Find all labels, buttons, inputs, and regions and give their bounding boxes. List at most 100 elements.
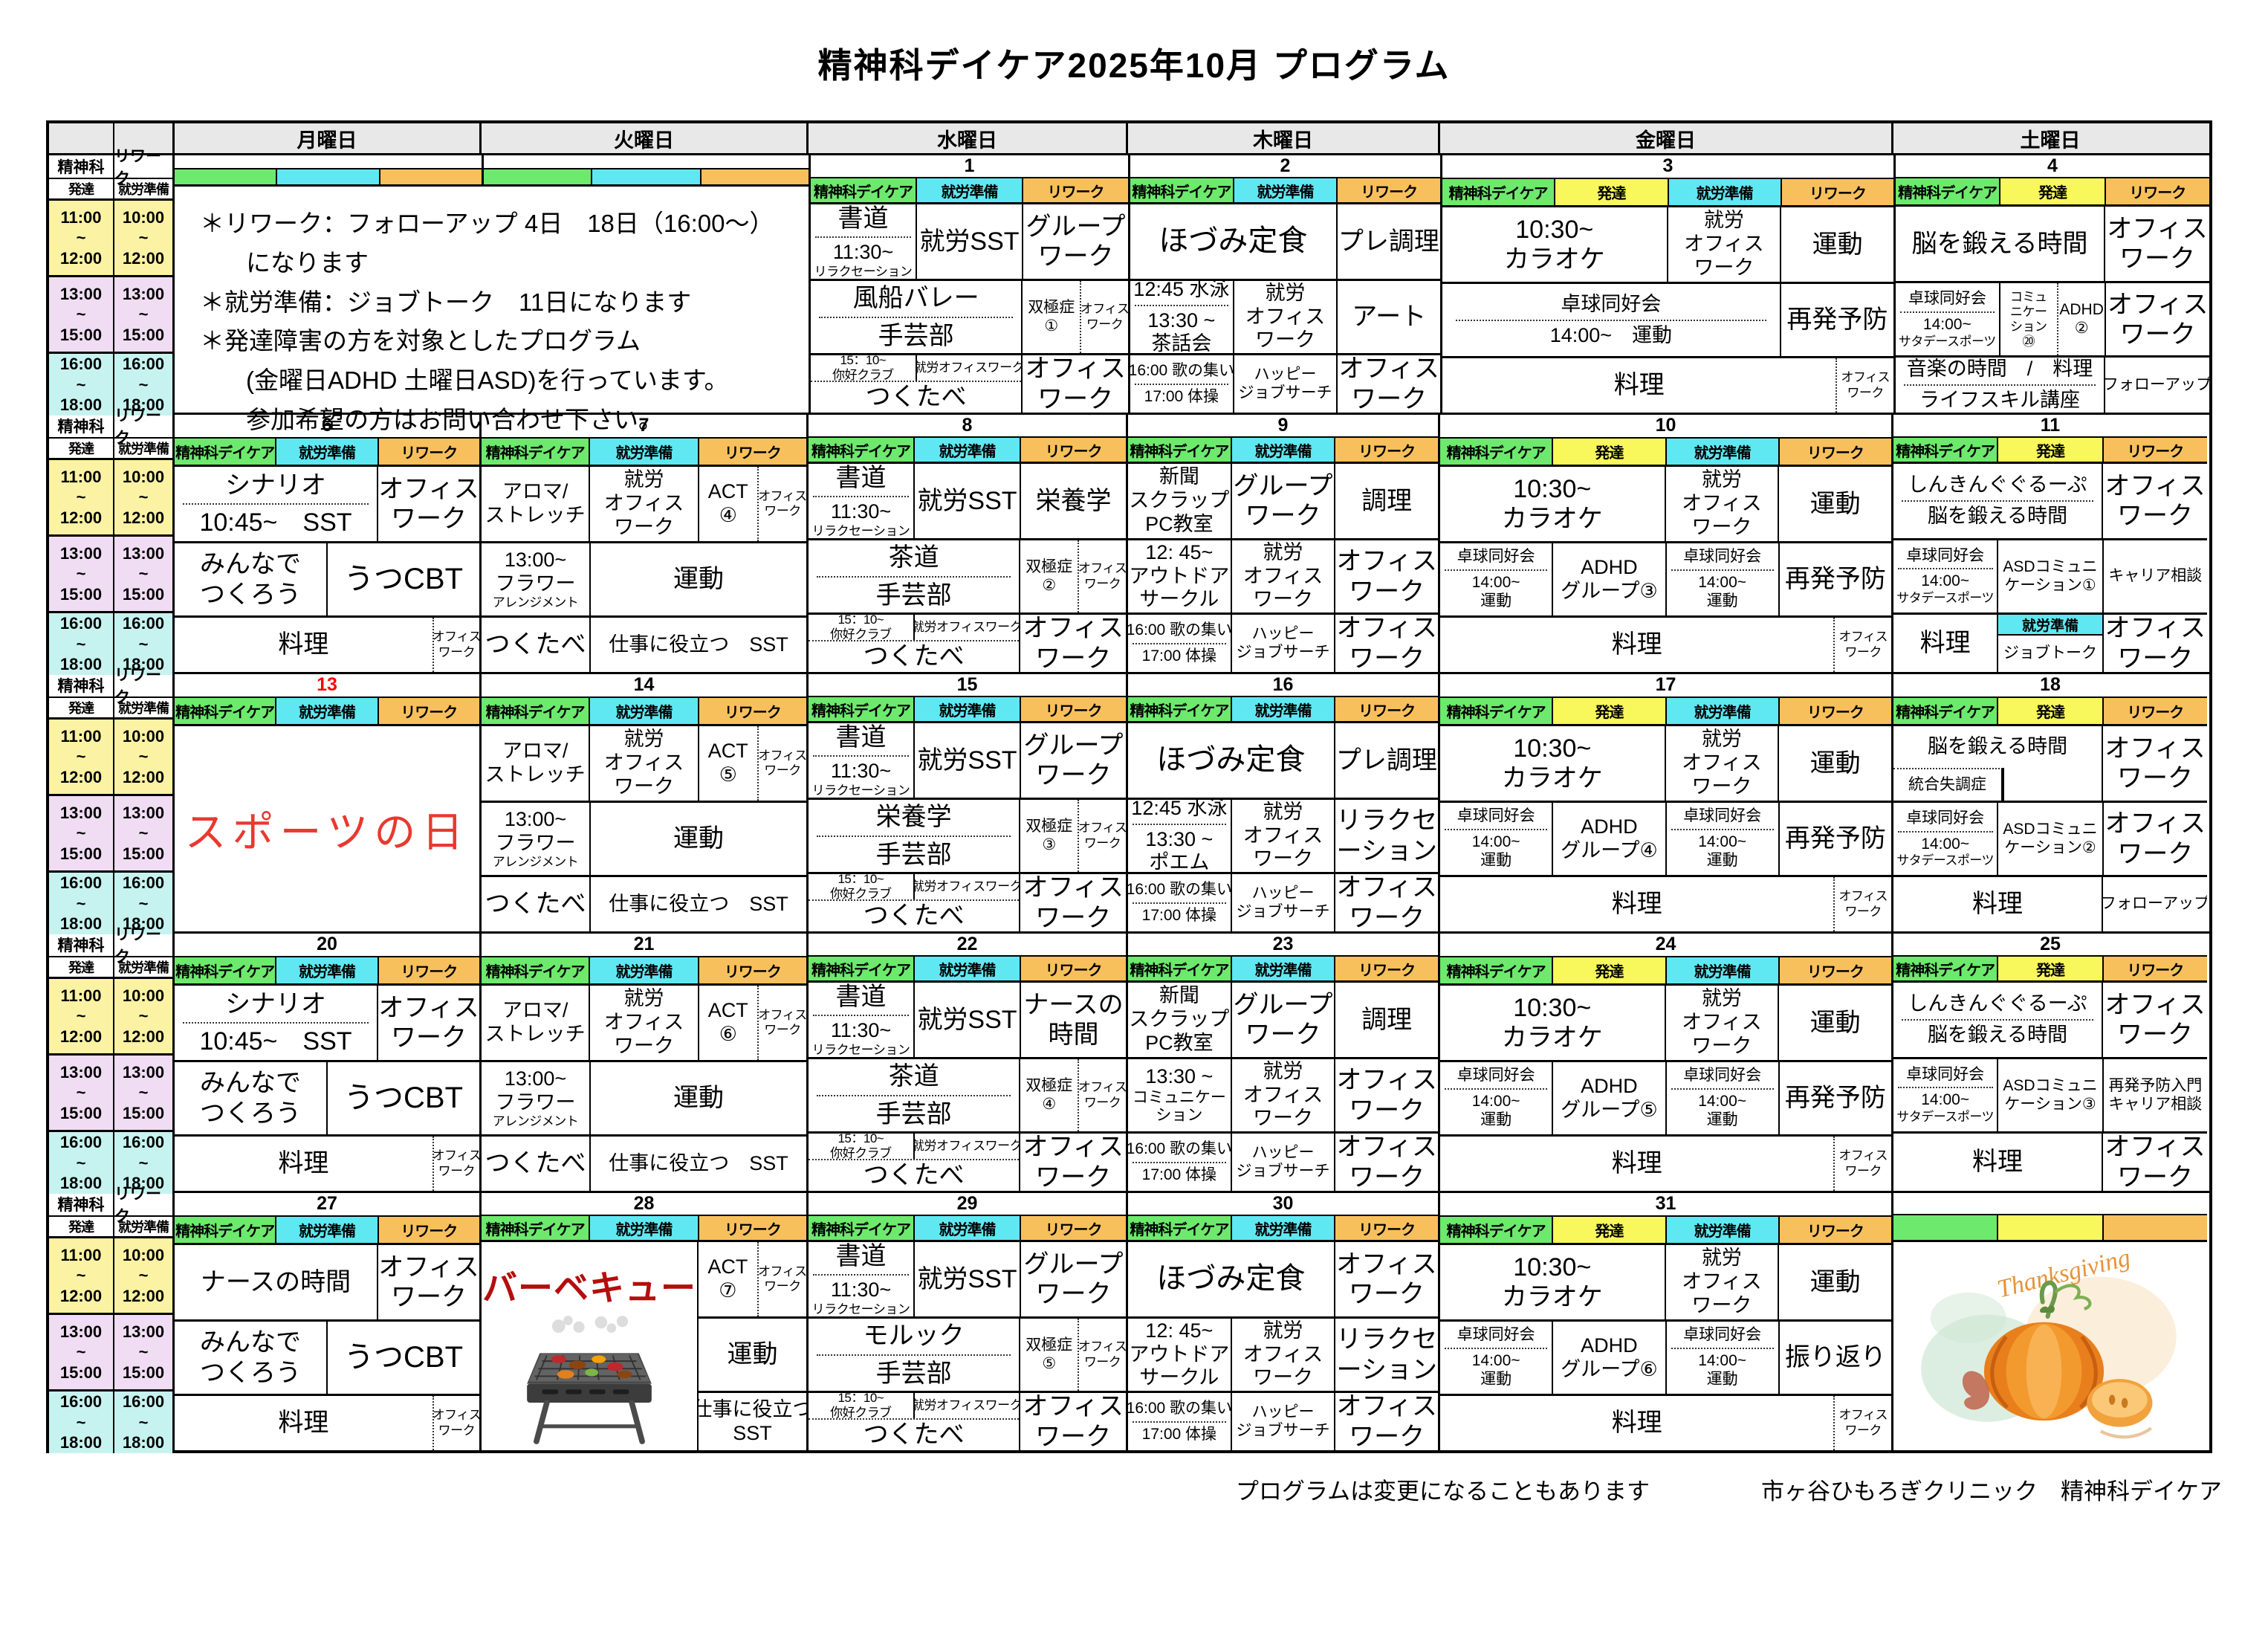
text-line: ~ bbox=[138, 375, 149, 394]
category-band: リワーク bbox=[377, 697, 479, 725]
category-band-row: 精神科デイケア 発達 就労準備 リワーク bbox=[1440, 957, 1891, 986]
category-band: リワーク bbox=[1334, 1216, 1439, 1240]
text-line: 14:00~ bbox=[1922, 315, 1971, 333]
program-cell: 卓球同好会 14:00~ サタデースポーツ ASDコミュニ ケーション① キャリア相談 bbox=[1893, 538, 2207, 612]
text-line: オフィス bbox=[1242, 564, 1323, 587]
program-cell: 13:00~ フラワー アレンジメント 運動 bbox=[482, 541, 806, 616]
day-column-tue-14: 14 精神科デイケア 就労準備 リワーク アロマ/ストレッチ 就労 オフィス ワーク ACT ⑤ オ… bbox=[479, 674, 806, 931]
text-line: ワーク bbox=[1083, 576, 1121, 591]
time-slot-label: 10:00 ~12:00 bbox=[114, 720, 172, 794]
text-line: ~ bbox=[138, 1342, 149, 1362]
category-band: 精神科デイケア bbox=[1893, 697, 1998, 725]
program-cell: 16:00 歌の集い 17:00 体操 bbox=[1128, 615, 1231, 672]
text-line: 16:00 歌の集い bbox=[1130, 361, 1233, 379]
text-line: ~ bbox=[76, 305, 86, 324]
time-slot-label: 16:00 ~18:00 bbox=[49, 1389, 113, 1453]
text-line: ワーク bbox=[2117, 502, 2193, 530]
program-cell: ハッピー ジョブサーチ bbox=[1230, 1393, 1335, 1450]
text-line: ASDコミュニ bbox=[2003, 1076, 2098, 1094]
text-line: オフィス bbox=[432, 1148, 479, 1163]
program-cell: ナースの時間 オフィス ワーク bbox=[175, 1245, 479, 1320]
text-line: 書道 bbox=[835, 1242, 887, 1270]
program-cell: ハッピー ジョブサーチ bbox=[1230, 615, 1335, 672]
text-line: ワーク bbox=[764, 763, 801, 778]
program-cell: 卓球同好会 14:00~ 運動 bbox=[1440, 1062, 1552, 1135]
program-cell: キャリア相談 bbox=[2102, 540, 2207, 612]
program-cell: 就労オフィスワーク bbox=[589, 986, 698, 1061]
text-line: 双極症 bbox=[1028, 298, 1075, 316]
text-line: 13:00 bbox=[59, 1322, 103, 1341]
text-line: グループ⑤ bbox=[1561, 1098, 1658, 1121]
time-slot-label: 16:00 ~18:00 bbox=[114, 1389, 172, 1453]
text-line: 14:00~ 運動 bbox=[1549, 323, 1673, 346]
program-cell: ASDコミュニ ケーション③ bbox=[1997, 1059, 2102, 1131]
text-line: オフィス bbox=[1023, 874, 1124, 902]
time-slot-label: 16:00 ~18:00 bbox=[49, 1130, 113, 1194]
text-line: ワーク bbox=[1348, 1280, 1425, 1308]
text-line: ~ bbox=[138, 488, 149, 507]
note-line: (金曜日ADHD 土曜日ASD)を行っています。 bbox=[246, 366, 729, 395]
text-line: 卓球同好会 bbox=[1683, 1067, 1762, 1085]
category-band-row: 精神科デイケア 就労準備 リワーク bbox=[482, 697, 806, 727]
text-line: ~ bbox=[76, 893, 86, 913]
program-cell: 15：10~ 你好クラブ bbox=[809, 1393, 913, 1418]
text-line: つくたべ bbox=[485, 1149, 586, 1178]
corner-cell bbox=[49, 123, 113, 153]
program-cell: 就労SST bbox=[913, 1242, 1020, 1316]
text-line: ADHD bbox=[1581, 1334, 1638, 1357]
category-band: 精神科デイケア bbox=[175, 957, 276, 984]
text-line: 12:00 bbox=[59, 508, 103, 527]
program-cell: ACT ⑤ bbox=[699, 726, 757, 801]
text-line: ストレッチ bbox=[485, 1023, 586, 1046]
text-line: 就労 bbox=[1263, 540, 1303, 563]
program-cell: 卓球同好会 14:00~ 運動 ADHD グループ⑥ 卓球同好会 14:00~ 運動 振り返り bbox=[1440, 1319, 1891, 1394]
program-cell: 15：10~ 你好クラブ 就労オフィスワーク つくたべ bbox=[811, 355, 1022, 413]
program-cell: うつCBT bbox=[326, 1062, 479, 1135]
program-cell: 料理 オフィス ワーク bbox=[1442, 356, 1893, 413]
week-row-1: 精神科 発達 11:00 ~12:00 13:00 ~15:00 16:00 ~18:00 リワ… bbox=[49, 148, 2209, 433]
program-cell: 卓球同好会 14:00~ 運動 bbox=[1440, 1322, 1552, 1394]
text-line: オフィス bbox=[1336, 1250, 1437, 1279]
text-line: 就労 bbox=[1265, 281, 1306, 304]
text-line: 料理 bbox=[1972, 890, 2023, 919]
program-cell: ADHD ② bbox=[2056, 283, 2105, 356]
dotted-divider bbox=[1132, 1161, 1227, 1163]
program-cell: ACT⑦オフィスワーク運動仕事に役立つSST bbox=[697, 1242, 806, 1450]
text-line: 手芸部 bbox=[875, 1099, 952, 1128]
text-line: 料理 bbox=[278, 1149, 329, 1178]
text-line: 15：10~ bbox=[840, 355, 887, 367]
category-band: 発達 bbox=[1552, 697, 1665, 725]
date-number bbox=[175, 155, 482, 168]
text-line: オフィス bbox=[758, 749, 806, 763]
category-band: 就労準備 bbox=[913, 697, 1020, 721]
text-line: ワーク bbox=[1694, 256, 1755, 279]
program-cell: グループ ワーク bbox=[1230, 464, 1335, 538]
program-cell: 12: 45~ アウトドア サークル 就労 オフィス ワーク リラクセ ーション bbox=[1128, 1316, 1438, 1391]
text-line: ワーク bbox=[1847, 385, 1884, 400]
date-row bbox=[175, 155, 809, 169]
category-band: 就労準備 bbox=[1665, 697, 1778, 725]
program-cell: 書道 11:30~ リラクセーション 就労SST グループ ワーク bbox=[811, 204, 1128, 279]
text-line: ④ bbox=[719, 504, 737, 527]
text-line: 14:00~ bbox=[1698, 1093, 1747, 1111]
dotted-divider bbox=[812, 1274, 910, 1276]
category-band bbox=[484, 169, 592, 184]
program-cell: オフィス ワーク bbox=[1334, 1059, 1438, 1131]
row-category-label: 精神科 bbox=[49, 155, 113, 179]
program-cell: しんきんぐぐるーぷ 脳を鍛える時間 bbox=[1893, 464, 2102, 538]
program-cell: ADHD グループ③ bbox=[1552, 543, 1665, 616]
text-line: 運動 bbox=[1809, 1008, 1861, 1037]
row-category-label: 就労準備 bbox=[114, 179, 172, 201]
program-cell: 書道 11:30~ リラクセーション 就労SST ナースの 時間 bbox=[809, 983, 1126, 1057]
category-band: 精神科デイケア bbox=[1130, 178, 1233, 202]
time-slot-label: 13:00 ~15:00 bbox=[114, 275, 172, 352]
dotted-divider bbox=[1897, 830, 1993, 833]
category-band: 精神科デイケア bbox=[175, 697, 276, 725]
category-band: 就労準備 bbox=[913, 1216, 1020, 1240]
text-line: ACT bbox=[707, 480, 748, 503]
week-row-3: 精神科 発達 11:00 ~12:00 13:00 ~15:00 16:00 ~18:00 リワ… bbox=[49, 667, 2209, 934]
row-category-label: 発達 bbox=[49, 1217, 113, 1238]
text-line: サタデースポーツ bbox=[1896, 1110, 1995, 1125]
row-category-label: 発達 bbox=[49, 957, 113, 979]
category-band-row: 精神科デイケア 就労準備 リワーク bbox=[1128, 957, 1439, 983]
